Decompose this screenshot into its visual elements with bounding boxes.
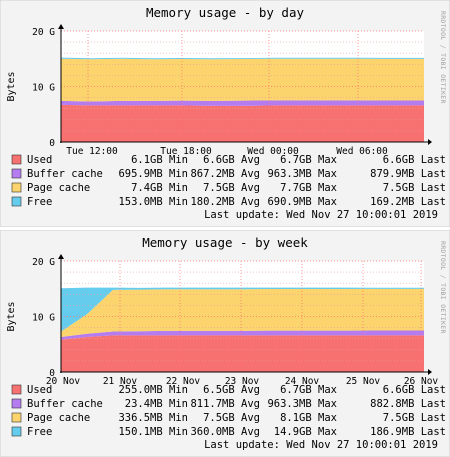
legend-avg: 360.0MB Avg [190,426,260,438]
y-tick-label: 10 G [32,313,55,324]
y-tick-label: 0 [49,138,55,149]
legend-max: 963.3MB Max [267,168,337,180]
legend-swatch [11,154,22,165]
y-axis-label: Bytes [6,71,17,101]
legend-swatch [11,384,22,395]
legend-max: 963.3MB Max [267,398,337,410]
legend-label: Used [27,154,52,166]
x-tick-label: Wed 06:00 [336,146,388,157]
x-tick-label: 26 Nov [404,376,439,387]
legend-label: Buffer cache [27,168,103,180]
rrdtool-watermark: RRDTOOL / TOBI OETIKER [439,11,447,104]
legend-last: 882.8MB Last [370,398,446,410]
legend-label: Used [27,384,52,396]
last-update-text: Last update: Wed Nov 27 10:00:01 2019 [204,209,438,221]
series-area-free [61,57,424,60]
legend-last: 169.2MB Last [370,196,446,208]
legend-last: 879.9MB Last [370,168,446,180]
legend-max: 7.7GB Max [280,182,337,194]
legend-min: 150.1MB Min [118,426,188,438]
y-tick-label: 0 [49,368,55,379]
week-chart-panel: Memory usage - by week 0 10 G 20 G 20 Nov 21 … [0,230,450,457]
legend-max: 8.1GB Max [280,412,337,424]
legend-max: 690.9MB Max [267,196,337,208]
legend-min: 23.4MB Min [125,398,188,410]
legend-swatch [11,168,22,179]
legend-last: 6.6GB Last [383,384,446,396]
day-chart-panel: Memory usage - by day 0 10 G 20 G Tue 12:00 T… [0,0,450,227]
x-tick-label: 24 Nov [285,376,320,387]
x-tick-label: Tue 12:00 [66,146,118,157]
legend-min: 255.0MB Min [118,384,188,396]
series-area-page-cache [61,58,424,102]
legend-avg: 7.5GB Avg [203,182,260,194]
y-tick-label: 10 G [32,83,55,94]
legend-swatch [11,412,22,423]
series-area-buffer-cache [61,330,424,340]
legend-avg: 180.2MB Avg [190,196,260,208]
legend-min: 153.0MB Min [118,196,188,208]
legend-min: 695.9MB Min [118,168,188,180]
x-tick-label: 21 Nov [103,376,138,387]
legend-avg: 6.6GB Avg [203,154,260,166]
x-axis-arrow-icon [428,139,432,145]
legend-last: 6.6GB Last [383,154,446,166]
series-area-free [61,287,424,332]
series-area-used [61,335,424,372]
legend-label: Page cache [27,412,90,424]
x-axis-arrow-icon [428,369,432,375]
x-tick-label: Tue 18:00 [160,146,212,157]
legend-min: 336.5MB Min [118,412,188,424]
y-tick-label: 20 G [32,257,55,268]
y-axis-arrow-icon [58,254,64,259]
rrdtool-watermark: RRDTOOL / TOBI OETIKER [439,241,447,334]
x-tick-label: 20 Nov [46,376,81,387]
legend-avg: 867.2MB Avg [190,168,260,180]
series-area-buffer-cache [61,100,424,106]
legend-avg: 811.7MB Avg [190,398,260,410]
legend-last: 7.5GB Last [383,182,446,194]
y-tick-label: 20 G [32,27,55,38]
legend-max: 6.7GB Max [280,384,337,396]
chart-title: Memory usage - by week [142,235,308,250]
legend-swatch [11,398,22,409]
legend-max: 6.7GB Max [280,154,337,166]
chart-0-svg: Memory usage - by day 0 10 G 20 G Tue 12:00 T… [0,0,450,227]
last-update-text: Last update: Wed Nov 27 10:00:01 2019 [204,439,438,451]
legend-swatch [11,426,22,437]
x-tick-label: 23 Nov [225,376,260,387]
legend-max: 14.9GB Max [274,426,337,438]
legend-label: Free [27,196,52,208]
legend-label: Page cache [27,182,90,194]
chart-1-svg: Memory usage - by week 0 10 G 20 G 20 Nov 21 … [0,230,450,457]
x-tick-label: 22 Nov [166,376,201,387]
x-tick-label: 25 Nov [346,376,381,387]
series-area-page-cache [61,288,424,338]
legend-label: Free [27,426,52,438]
legend-min: 7.4GB Min [131,182,188,194]
legend-avg: 6.5GB Avg [203,384,260,396]
legend-swatch [11,182,22,193]
legend-last: 7.5GB Last [383,412,446,424]
legend-swatch [11,196,22,207]
y-axis-arrow-icon [58,24,64,29]
chart-title: Memory usage - by day [146,5,305,20]
x-tick-label: Wed 00:00 [247,146,299,157]
legend-label: Buffer cache [27,398,103,410]
legend-last: 186.9MB Last [370,426,446,438]
legend-min: 6.1GB Min [131,154,188,166]
series-area-used [61,104,424,142]
legend-avg: 7.5GB Avg [203,412,260,424]
y-axis-label: Bytes [6,301,17,331]
